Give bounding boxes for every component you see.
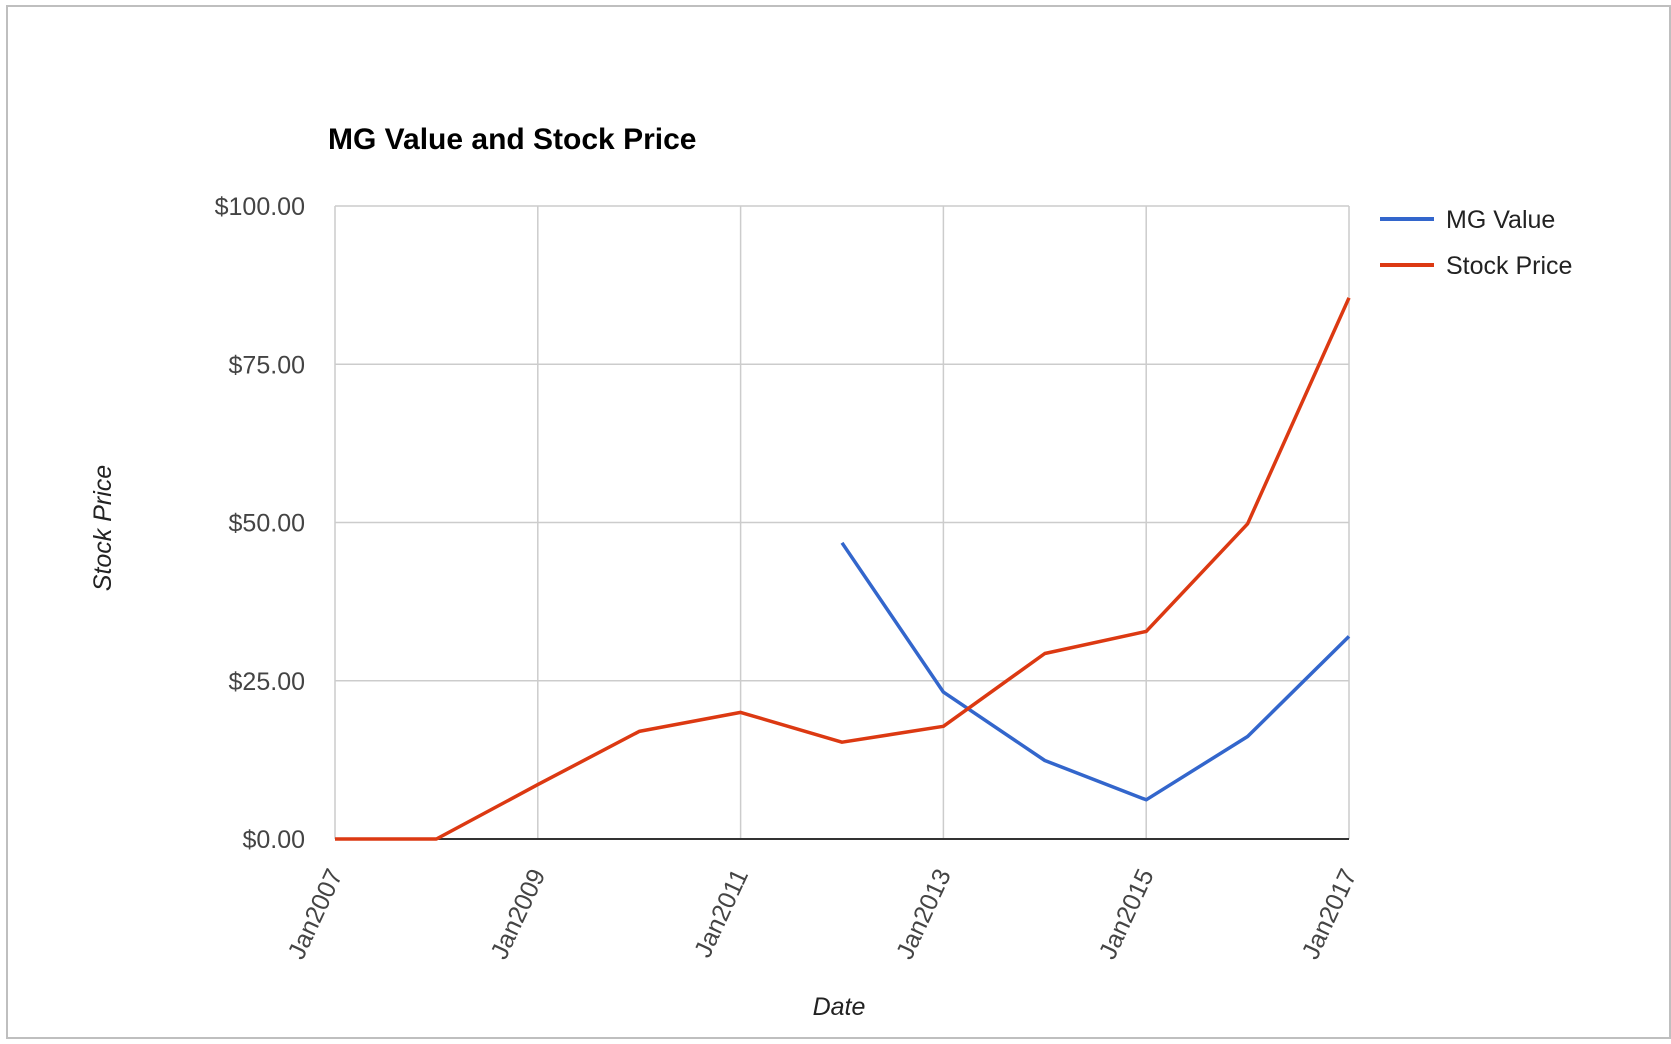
line-chart: MG Value and Stock Price $0.00 $25.00 $50.… xyxy=(89,123,1572,1021)
chart-container[interactable]: MG Value and Stock Price $0.00 $25.00 $50.… xyxy=(6,5,1671,1039)
x-tick-label: Jan2009 xyxy=(485,865,551,964)
legend-label-stock-price: Stock Price xyxy=(1446,252,1572,280)
series-lines xyxy=(335,297,1351,841)
y-tick-label: $25.00 xyxy=(229,668,305,696)
legend: MG Value Stock Price xyxy=(1380,206,1572,280)
x-tick-label: Jan2015 xyxy=(1094,865,1160,964)
x-tick-label: Jan2017 xyxy=(1297,865,1363,964)
series-line-stock-price xyxy=(335,297,1351,841)
chart-title: MG Value and Stock Price xyxy=(328,123,696,156)
x-tick-label: Jan2007 xyxy=(283,865,349,964)
y-axis-ticks: $0.00 $25.00 $50.00 $75.00 $100.00 xyxy=(215,193,305,854)
x-axis-ticks: Jan2007 Jan2009 Jan2011 Jan2013 Jan2015 Jan20… xyxy=(283,865,1363,964)
legend-label-mg-value: MG Value xyxy=(1446,206,1555,234)
y-axis-title: Stock Price xyxy=(89,465,117,591)
y-tick-label: $0.00 xyxy=(242,826,305,854)
y-tick-label: $50.00 xyxy=(229,510,305,538)
x-tick-label: Jan2013 xyxy=(891,865,957,964)
y-tick-label: $75.00 xyxy=(229,351,305,379)
y-tick-label: $100.00 xyxy=(215,193,305,221)
x-tick-label: Jan2011 xyxy=(689,865,754,962)
series-line-mg-value xyxy=(840,541,1351,802)
grid-lines xyxy=(334,205,1350,840)
x-axis-title: Date xyxy=(813,993,866,1021)
